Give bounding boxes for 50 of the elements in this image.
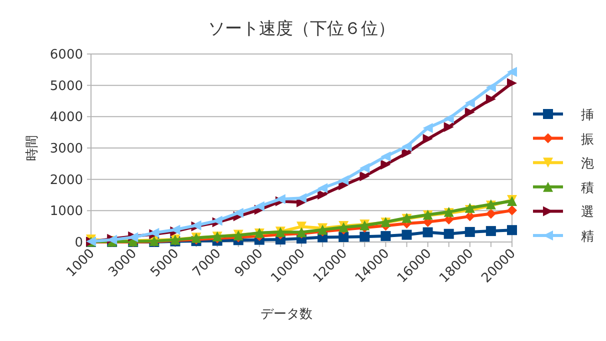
chart-title: ソート速度（下位６位） [208,19,395,39]
point [318,190,328,200]
y-tick-label: 5000 [50,78,83,94]
point [464,98,475,108]
point [254,201,264,212]
point [486,94,496,104]
point [360,232,370,242]
point [402,230,412,240]
point [464,107,475,118]
point [422,134,433,144]
point [444,114,454,124]
point [402,148,412,158]
y-tick-label: 3000 [50,142,83,156]
point [338,232,349,242]
legend-label: 泡 [581,156,594,172]
point [444,122,454,132]
y-axis-title: 時間 [25,135,40,161]
y-tick-label: 2000 [50,172,83,188]
point [233,208,244,218]
point [360,171,370,182]
point [464,202,475,213]
y-tick-label: 0 [74,236,83,250]
point [464,211,475,222]
point [338,175,349,186]
point [464,226,475,237]
point [402,141,412,152]
point [486,226,496,236]
point [486,82,496,92]
y-tick-label: 6000 [50,48,83,62]
legend-label: 振 [581,132,594,148]
point [380,160,391,170]
legend-label: 精 [581,230,594,244]
point [422,227,433,238]
point [507,78,517,88]
point [318,183,328,194]
legend-label: 積 [581,180,594,196]
point [507,225,517,236]
legend-label: 挿 [581,108,594,123]
y-tick-label: 1000 [50,204,83,220]
y-tick-label: 4000 [50,110,83,126]
point [507,66,517,77]
legend-label: 選 [581,205,594,220]
point [422,122,433,133]
point [486,208,496,219]
x-axis-title: データ数 [260,307,312,322]
point [360,163,370,174]
point [444,228,454,239]
point [380,231,391,242]
point [507,205,517,216]
point [380,151,391,162]
